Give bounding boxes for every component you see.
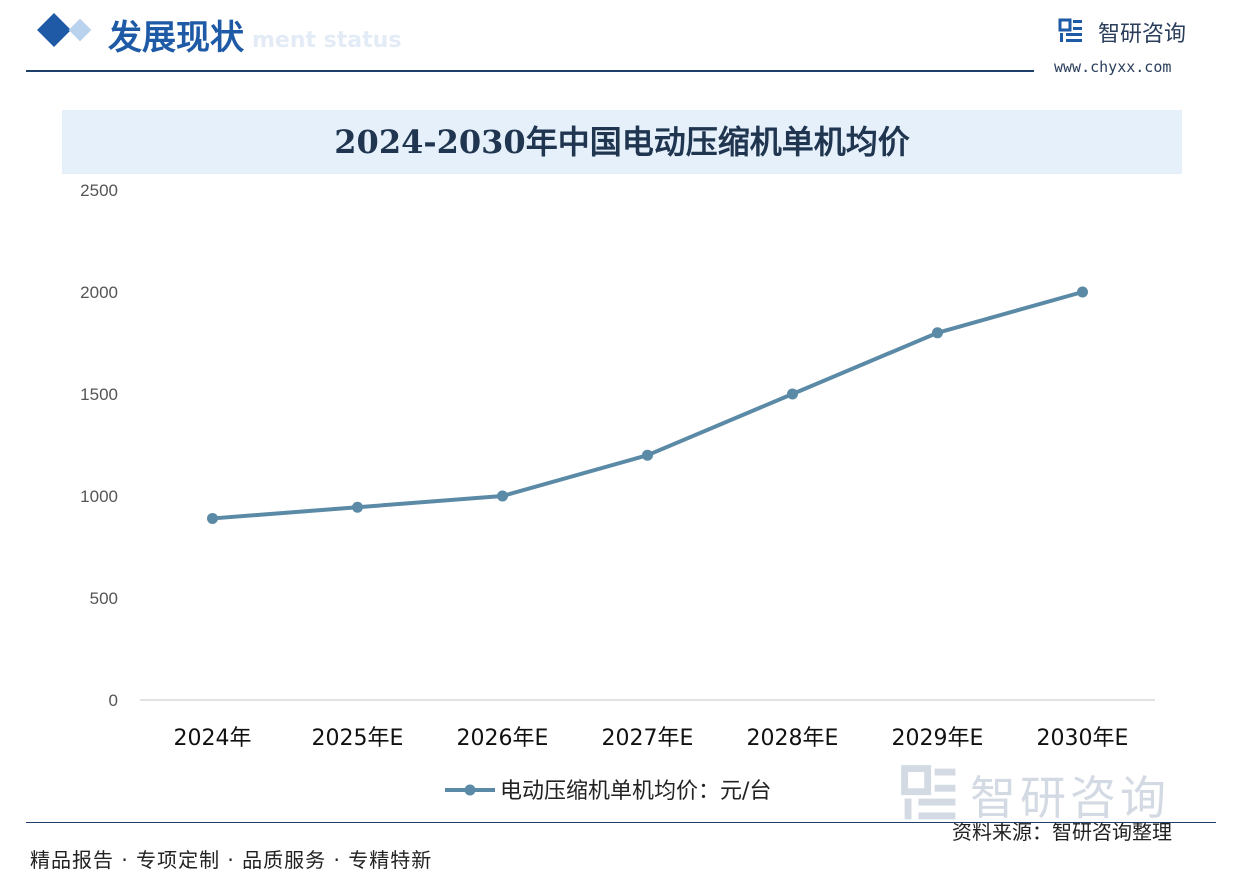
watermark-logo-icon <box>901 765 956 820</box>
brand-url[interactable]: www.chyxx.com <box>1054 58 1172 76</box>
chart-title-band: 2024-2030年中国电动压缩机单机均价 <box>62 110 1182 174</box>
y-tick-label: 2000 <box>80 283 118 302</box>
data-point <box>497 490 508 502</box>
brand: 智研咨询 www.chyxx.com <box>1054 14 1228 76</box>
x-tick-label: 2024年 <box>174 726 252 751</box>
series-line <box>210 290 1085 521</box>
legend-label: 电动压缩机单机均价：元/台 <box>500 779 771 804</box>
data-point <box>352 501 363 513</box>
y-tick-label: 2500 <box>80 181 118 200</box>
footer-divider <box>26 822 1216 823</box>
y-tick-label: 1000 <box>80 487 118 506</box>
brand-logo-icon <box>1058 18 1082 42</box>
watermark: 智研咨询 <box>900 762 1210 825</box>
data-point <box>787 388 798 400</box>
data-point <box>1077 286 1088 298</box>
watermark-text: 智研咨询 <box>970 771 1170 825</box>
x-tick-label: 2027年E <box>602 726 694 751</box>
brand-name: 智研咨询 <box>1098 22 1187 47</box>
data-source: 资料来源：智研咨询整理 <box>952 820 1172 844</box>
x-tick-label: 2025年E <box>312 726 404 751</box>
header-divider <box>26 70 1034 72</box>
y-tick-label: 1500 <box>80 385 118 404</box>
legend-marker <box>464 784 476 796</box>
x-tick-label: 2029年E <box>892 726 984 751</box>
x-tick-label: 2030年E <box>1037 726 1129 751</box>
x-tick-label: 2026年E <box>457 726 549 751</box>
y-tick-label: 500 <box>90 589 118 608</box>
y-tick-label: 0 <box>109 691 118 710</box>
data-point <box>642 449 653 461</box>
header: 发展现状 ment status 智研咨询 www.chyxx.com <box>0 0 1242 80</box>
data-point <box>932 327 943 339</box>
x-tick-label: 2028年E <box>747 726 839 751</box>
data-point <box>207 512 218 524</box>
footer-tagline: 精品报告 · 专项定制 · 品质服务 · 专精特新 <box>30 848 433 872</box>
section-subtitle-ghost: ment status <box>252 28 402 53</box>
chart-title: 2024-2030年中国电动压缩机单机均价 <box>334 123 910 161</box>
section-title: 发展现状 <box>108 18 244 58</box>
